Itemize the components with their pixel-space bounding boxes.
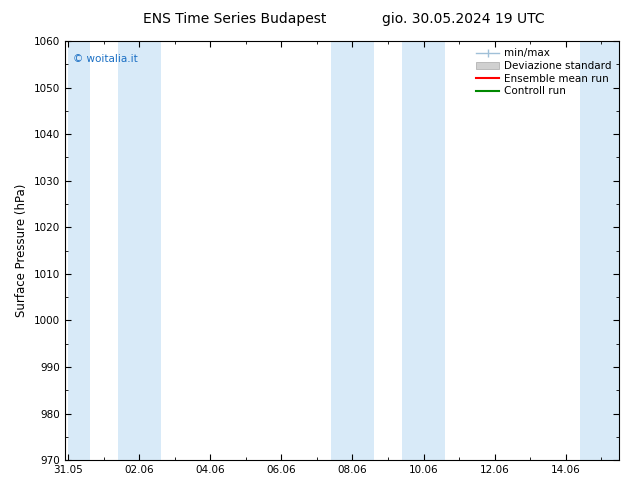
Bar [402, 41, 445, 460]
Text: gio. 30.05.2024 19 UTC: gio. 30.05.2024 19 UTC [382, 12, 544, 26]
Text: ENS Time Series Budapest: ENS Time Series Budapest [143, 12, 327, 26]
Legend: min/max, Deviazione standard, Ensemble mean run, Controll run: min/max, Deviazione standard, Ensemble m… [472, 44, 616, 100]
Bar [580, 41, 619, 460]
Bar [68, 41, 89, 460]
Bar [118, 41, 160, 460]
Text: © woitalia.it: © woitalia.it [73, 53, 138, 64]
Y-axis label: Surface Pressure (hPa): Surface Pressure (hPa) [15, 184, 28, 318]
Bar [331, 41, 374, 460]
